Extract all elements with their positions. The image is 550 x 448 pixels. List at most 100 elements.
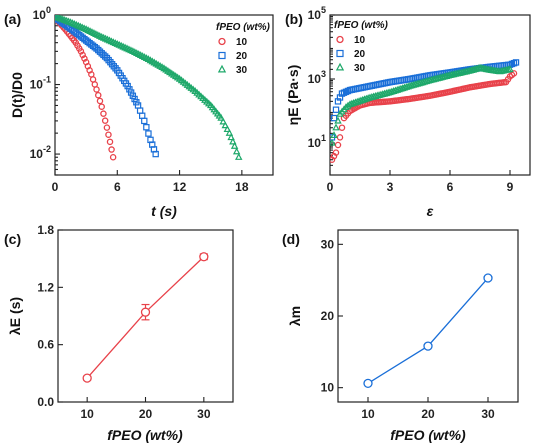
panel-a-data-point <box>227 133 235 141</box>
panel-b-data-point <box>336 134 344 141</box>
panel-a-data-point <box>152 150 159 158</box>
panel-a-data-point <box>134 102 142 109</box>
panel-b-data-point <box>332 149 340 156</box>
panel-a-data-point <box>145 130 152 137</box>
panel-a-x-tick-label: 12 <box>173 180 187 194</box>
panel-a-data-point <box>217 113 225 121</box>
panel-a-series-20 <box>55 15 159 158</box>
panel-a-y-tick-label: 10-1 <box>30 75 51 92</box>
panel-a-data-point <box>93 45 100 52</box>
panel-b-legend-label: 20 <box>354 49 366 60</box>
panel-a-data-point <box>131 95 138 103</box>
panel-a-data-point <box>221 121 229 129</box>
panel-a-data-point <box>100 110 107 117</box>
panel-a-legend-label: 10 <box>236 37 248 48</box>
panel-a-data-point <box>127 89 135 96</box>
panel-b-legend-label: 30 <box>354 63 366 74</box>
panel-a-data-point <box>126 86 133 93</box>
panel-b-x-tick-label: 0 <box>327 180 334 194</box>
panel-a-legend-label: 30 <box>236 65 248 76</box>
panel-b-chart: (b) 0 3 6 9 101 103 105 fPEO (wt%) 10 20 30 ε ηE … <box>285 5 531 219</box>
panel-b-x-axis-label: ε <box>427 203 434 219</box>
panel-b-x-tick-label: 3 <box>387 180 394 194</box>
panel-a-data-point <box>108 146 115 153</box>
panel-d-series-line <box>367 277 489 384</box>
panel-b-label: (b) <box>285 11 303 27</box>
panel-b-series-30 <box>330 63 514 146</box>
panel-a-data-point <box>79 51 86 59</box>
panel-a-data-point <box>229 137 237 145</box>
panel-b-data-point <box>332 106 340 113</box>
panel-d-label: (d) <box>282 231 300 247</box>
panel-b-data-point <box>512 59 520 66</box>
panel-b-plot-frame <box>329 14 531 176</box>
panel-b-x-tick-label: 6 <box>447 180 454 194</box>
panel-a-data-point <box>98 50 105 57</box>
panel-a-data-point <box>143 124 150 131</box>
panel-a-data-point <box>139 112 146 119</box>
panel-a-data-point <box>225 128 234 136</box>
panel-b-data-point <box>330 131 338 139</box>
panel-a-label: (a) <box>4 11 21 27</box>
panel-a-data-point <box>133 99 140 106</box>
panel-d-x-axis-label: fPEO (wt%) <box>390 427 466 443</box>
panel-a-legend-marker <box>218 37 226 46</box>
panel-c-x-tick-label: 30 <box>197 407 211 421</box>
panel-b-legend-title: fPEO (wt%) <box>334 20 389 31</box>
panel-a-data-point <box>230 141 239 149</box>
panel-c-y-tick-label: 1.8 <box>37 223 54 237</box>
panel-d-y-tick-label: 30 <box>321 237 335 251</box>
panel-b-y-tick-label: 101 <box>308 133 326 150</box>
panel-a-y-tick-label: 10-2 <box>30 144 51 161</box>
panel-a-data-point <box>96 97 104 105</box>
panel-a-y-tick-label: 100 <box>33 5 51 22</box>
panel-c-data-point <box>140 307 151 317</box>
panel-b-data-point <box>506 65 514 73</box>
panel-a-data-point <box>98 103 105 110</box>
panel-c-data-point <box>199 252 209 262</box>
panel-a-legend-label: 20 <box>236 51 248 62</box>
panel-b-y-axis-label: ηE (Pa·s) <box>285 65 301 126</box>
panel-b-legend-marker <box>336 49 344 58</box>
panel-c-label: (c) <box>4 231 21 247</box>
panel-b-y-tick-label: 105 <box>308 5 326 22</box>
panel-a-series-30 <box>55 15 243 160</box>
panel-a-data-point <box>223 125 232 133</box>
panel-d-y-axis-label: λm <box>287 306 303 326</box>
panel-b-data-point <box>338 124 346 131</box>
panel-c-y-tick-label: 0.6 <box>37 338 54 352</box>
panel-b-x-tick-label: 9 <box>507 180 514 194</box>
panel-d-data-point <box>363 378 373 389</box>
panel-b-y-tick-label: 103 <box>308 69 326 86</box>
panel-d-data-point <box>423 341 433 351</box>
panel-c-y-axis-label: λE (s) <box>7 297 23 335</box>
panel-a-data-point <box>141 117 148 125</box>
panel-a-data-point <box>77 48 85 55</box>
panel-a-data-point <box>106 138 114 146</box>
panel-a-legend-title: fPEO (wt%) <box>216 22 271 33</box>
panel-a-data-point <box>232 147 241 155</box>
panel-c-x-axis-label: fPEO (wt%) <box>107 427 183 443</box>
panel-d-x-tick-label: 30 <box>481 407 495 421</box>
panel-b-legend-marker <box>336 35 344 44</box>
panel-b-data-point <box>334 141 342 149</box>
panel-a-x-tick-label: 0 <box>52 180 59 194</box>
panel-a-data-point <box>235 152 243 160</box>
panel-c-data-point <box>82 373 92 383</box>
panel-a-chart: (a) 0 6 12 18 100 10-1 10-2 fPEO (wt%) 10 20 30 t… <box>4 5 274 219</box>
panel-b-data-point <box>330 114 338 122</box>
panel-c-x-tick-label: 10 <box>80 407 94 421</box>
panel-a-y-axis-label: D(t)/D0 <box>9 72 25 118</box>
panel-c-y-tick-label: 1.2 <box>37 280 54 294</box>
panel-b-legend-marker <box>335 62 345 71</box>
panel-b-data-point <box>510 70 518 77</box>
panel-a-data-point <box>129 92 137 99</box>
panel-c-x-tick-label: 20 <box>139 407 153 421</box>
panel-a-data-point <box>109 153 117 161</box>
panel-a-x-tick-label: 18 <box>235 180 249 194</box>
panel-a-data-point <box>103 124 111 131</box>
panel-a-data-point <box>95 46 102 54</box>
panel-a-x-axis-label: t (s) <box>151 203 177 219</box>
panel-b-legend-label: 10 <box>354 35 366 46</box>
